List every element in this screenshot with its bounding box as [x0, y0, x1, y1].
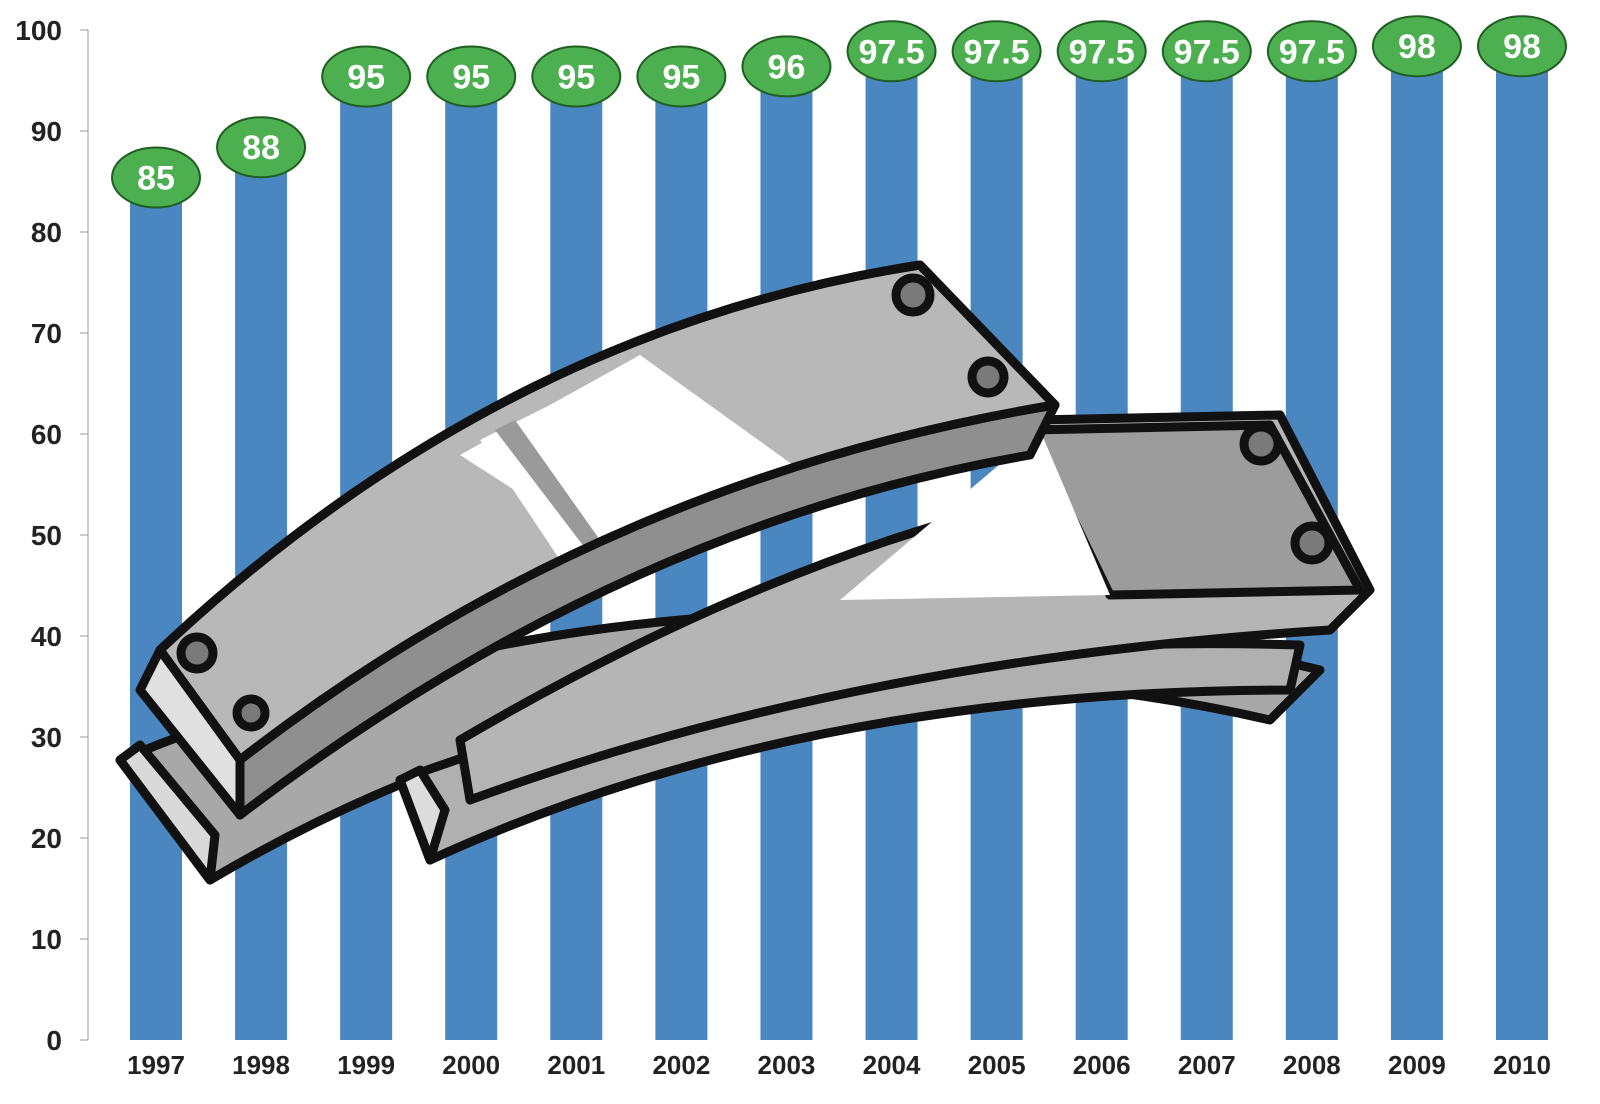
x-tick-label: 2001 — [547, 1050, 605, 1080]
y-tick-label: 50 — [31, 520, 62, 551]
y-tick-label: 30 — [31, 722, 62, 753]
y-tick-label: 10 — [31, 924, 62, 955]
data-label-badge — [741, 35, 832, 98]
data-label: 95 — [662, 59, 700, 97]
data-label: 97.5 — [1174, 33, 1240, 71]
bar-2003 — [760, 80, 813, 1040]
x-tick-label: 2002 — [652, 1050, 710, 1080]
stapler-illustration — [115, 260, 1375, 885]
y-tick-label: 20 — [31, 823, 62, 854]
data-label-badge — [951, 20, 1042, 83]
y-tick-label: 0 — [46, 1025, 62, 1056]
data-label-badge — [426, 45, 517, 108]
data-label: 98 — [1503, 28, 1541, 66]
bar-2010 — [1496, 60, 1548, 1040]
x-tick-label: 1999 — [337, 1050, 395, 1080]
bars: 85 1997 88 1998 95 1999 95 2000 95 2001 95 2002 96 20… — [111, 15, 1567, 1080]
x-tick-label: 1997 — [127, 1050, 185, 1080]
x-tick-label: 2000 — [442, 1050, 500, 1080]
data-label-badge — [531, 45, 622, 108]
data-label: 97.5 — [1069, 33, 1135, 71]
data-label: 88 — [242, 129, 280, 167]
data-label: 98 — [1398, 28, 1436, 66]
x-tick-label: 2009 — [1388, 1050, 1446, 1080]
x-tick-label: 2008 — [1283, 1050, 1341, 1080]
y-tick-label: 70 — [31, 318, 62, 349]
y-tick-label: 100 — [15, 15, 62, 46]
x-tick-label: 2010 — [1493, 1050, 1551, 1080]
x-tick-label: 2005 — [968, 1050, 1026, 1080]
bar-1997 — [130, 191, 182, 1040]
data-label: 97.5 — [964, 33, 1030, 71]
data-label-badge — [1161, 20, 1252, 83]
x-tick-label: 1998 — [232, 1050, 290, 1080]
data-label: 95 — [452, 59, 490, 97]
data-label-badge — [1056, 20, 1147, 83]
data-label-badge — [846, 20, 937, 83]
data-label-badge — [1477, 15, 1567, 78]
data-label-badge — [321, 45, 412, 108]
x-tick-label: 2007 — [1178, 1050, 1236, 1080]
data-label: 85 — [137, 160, 175, 198]
data-label: 97.5 — [858, 33, 924, 71]
y-tick-label: 80 — [31, 217, 62, 248]
data-label-badge — [111, 146, 201, 209]
x-tick-label: 2004 — [863, 1050, 921, 1080]
data-label-badge — [216, 116, 307, 179]
data-label: 95 — [557, 59, 595, 97]
bar-2009 — [1390, 60, 1443, 1040]
data-label: 97.5 — [1279, 33, 1345, 71]
y-tick-label: 60 — [31, 419, 62, 450]
data-label-badge — [636, 45, 727, 108]
x-tick-label: 2006 — [1073, 1050, 1131, 1080]
data-label: 95 — [347, 59, 385, 97]
data-label-badge — [1266, 20, 1357, 83]
y-axis: 0 10 20 30 40 50 60 70 80 90 100 — [15, 15, 89, 1056]
data-label-badge — [1371, 15, 1462, 78]
y-tick-label: 40 — [31, 621, 62, 652]
x-tick-label: 2003 — [758, 1050, 816, 1080]
data-label: 96 — [768, 48, 806, 86]
y-tick-label: 90 — [31, 116, 62, 147]
